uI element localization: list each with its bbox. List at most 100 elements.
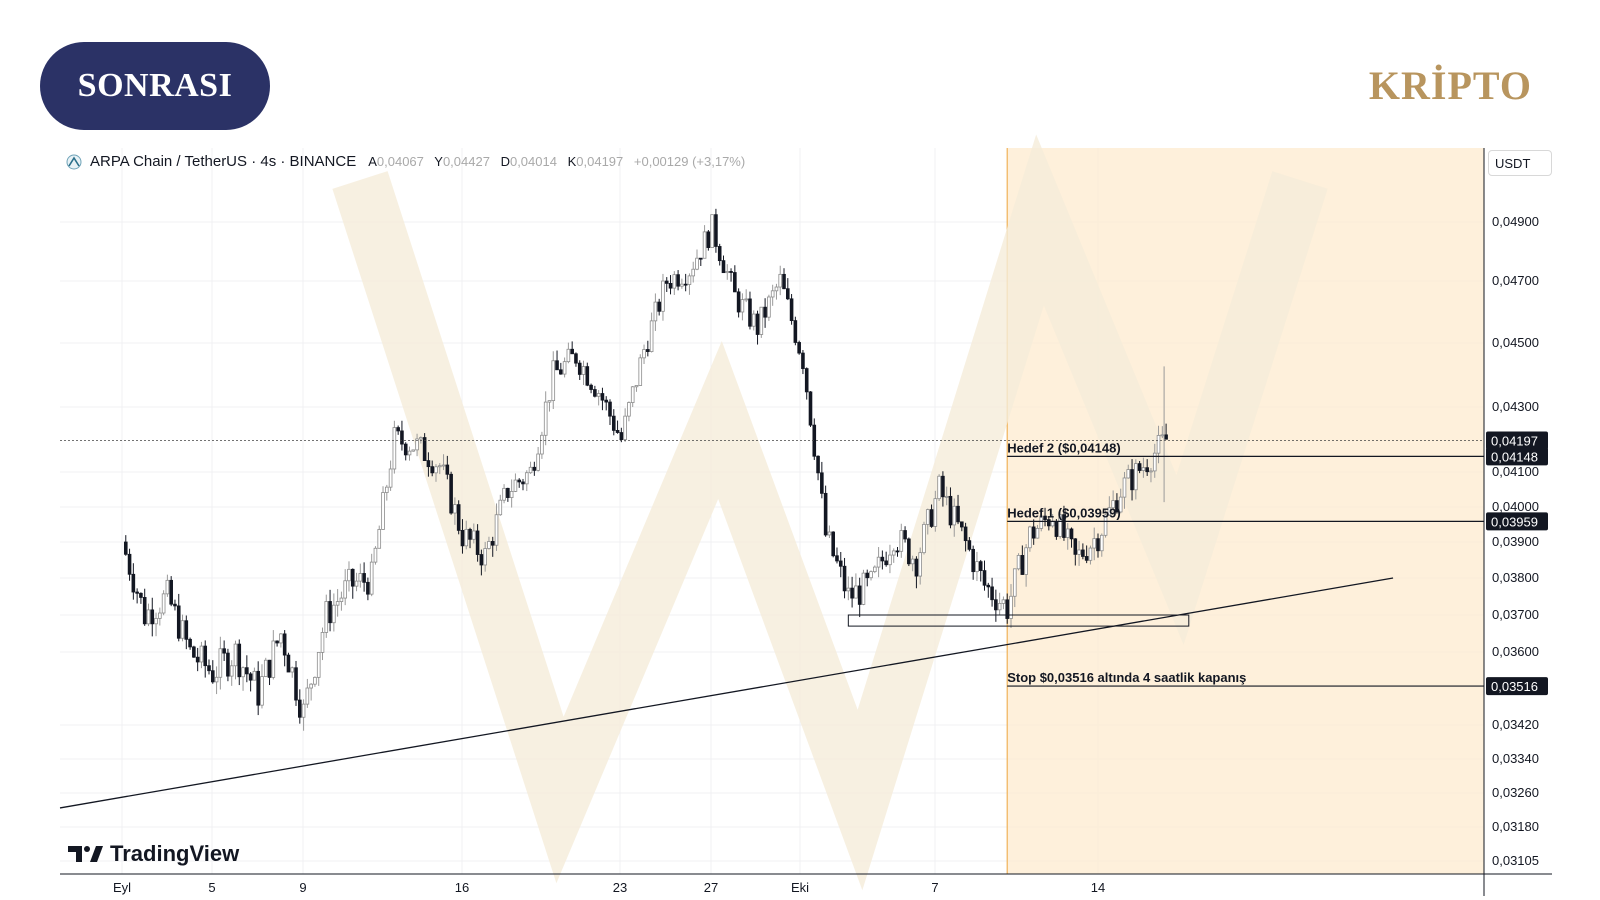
candle xyxy=(419,437,423,440)
candle xyxy=(994,599,998,611)
trendline xyxy=(59,577,1394,809)
candle xyxy=(698,257,703,260)
candle xyxy=(736,291,741,313)
candle xyxy=(214,676,219,683)
candle xyxy=(127,553,132,575)
x-axis-labels: Eyl 5 9 16 23 27 Eki 7 14 xyxy=(113,880,1105,895)
candle xyxy=(899,530,904,552)
y-tick-label: 0,04700 xyxy=(1492,273,1539,288)
candle xyxy=(770,290,775,298)
candle xyxy=(267,659,272,678)
candle xyxy=(396,427,400,432)
candle xyxy=(664,280,669,284)
candle xyxy=(403,443,408,456)
brand-right-label: KRİPTO xyxy=(1368,63,1532,108)
candle xyxy=(683,283,688,286)
y-tick-label: 0,03700 xyxy=(1492,607,1539,622)
candle xyxy=(838,560,843,567)
candle xyxy=(362,573,366,583)
candle xyxy=(502,487,506,501)
candle xyxy=(782,273,786,290)
candle xyxy=(680,283,684,287)
price-tag-label: 0,03959 xyxy=(1491,514,1538,529)
candle xyxy=(1043,515,1047,521)
candle xyxy=(305,687,310,705)
candle xyxy=(146,609,151,625)
candle xyxy=(835,555,839,562)
candle xyxy=(256,670,260,706)
candle xyxy=(487,541,491,549)
candle xyxy=(797,342,801,354)
candle xyxy=(1035,527,1040,539)
candle xyxy=(1130,469,1134,491)
candle xyxy=(165,579,170,595)
y-tick-label: 0,04300 xyxy=(1492,399,1539,414)
candle xyxy=(392,427,397,470)
candle xyxy=(910,558,915,565)
candle xyxy=(740,299,745,313)
candle xyxy=(937,475,941,500)
candle xyxy=(861,572,866,605)
candle xyxy=(358,573,363,582)
candle xyxy=(483,548,487,566)
candle xyxy=(801,352,805,369)
candle xyxy=(123,541,128,555)
candle xyxy=(649,320,654,352)
candle xyxy=(555,360,559,371)
candle xyxy=(169,579,173,605)
arpa-coin-icon xyxy=(66,154,82,169)
candle xyxy=(820,472,824,494)
brand-left-label: SONRASI xyxy=(77,67,233,104)
candle xyxy=(1050,521,1055,527)
candle xyxy=(180,620,185,639)
candle xyxy=(150,609,155,625)
candle xyxy=(517,479,522,483)
price-tag-bg xyxy=(1486,677,1548,696)
candle xyxy=(1062,514,1066,538)
candle xyxy=(627,402,631,417)
candle xyxy=(1012,568,1017,597)
x-tick-label: Eki xyxy=(791,880,809,895)
candle xyxy=(759,306,764,335)
candle xyxy=(449,473,453,514)
candle xyxy=(1081,549,1085,557)
candle xyxy=(279,633,283,644)
current-price-tag-label: 0,04197 xyxy=(1491,433,1538,448)
candle xyxy=(1016,555,1021,570)
candle xyxy=(956,505,960,523)
candle xyxy=(1134,463,1138,491)
candle xyxy=(854,585,858,599)
candle xyxy=(1096,538,1100,552)
open-value: 0,04067 xyxy=(376,154,424,169)
candle xyxy=(290,667,295,673)
ohlc-values: A0,04067 Y0,04427 D0,04014 K0,04197 +0,0… xyxy=(368,154,745,169)
candle xyxy=(475,530,480,555)
candle xyxy=(751,313,756,327)
candle xyxy=(925,509,930,525)
candle xyxy=(347,568,351,582)
candle xyxy=(982,570,987,586)
candle xyxy=(460,529,465,547)
candle xyxy=(702,231,707,259)
candle xyxy=(721,260,726,274)
level-label: Hedef 1 ($0,03959) xyxy=(1007,505,1120,520)
candle xyxy=(245,667,249,675)
candle xyxy=(377,529,382,549)
candle xyxy=(888,554,892,566)
candle xyxy=(997,603,1002,611)
candle xyxy=(248,673,253,681)
y-tick-label: 0,03180 xyxy=(1492,819,1539,834)
currency-selector[interactable]: USDT xyxy=(1488,150,1552,176)
candle xyxy=(142,597,147,625)
x-tick-label: 5 xyxy=(208,880,215,895)
candle xyxy=(914,558,919,577)
candle xyxy=(755,313,760,335)
candle xyxy=(963,526,968,542)
candle xyxy=(880,556,885,562)
candle xyxy=(918,552,923,577)
candle xyxy=(842,565,847,592)
close-key: K xyxy=(567,154,577,169)
candle xyxy=(385,486,389,493)
candle xyxy=(521,481,525,485)
